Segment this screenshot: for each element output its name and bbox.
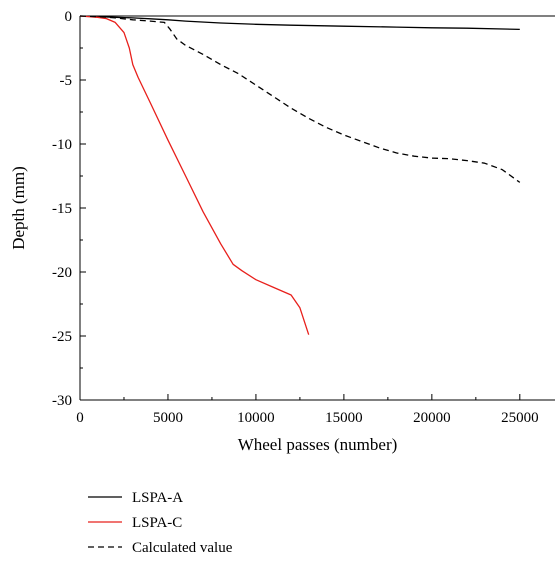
series-line-1 <box>79 15 520 31</box>
y-tick-label: -20 <box>52 265 72 281</box>
x-tick-label: 0 <box>76 410 84 426</box>
legend-label-1: LSPA-A <box>132 490 183 506</box>
y-tick-label: -15 <box>52 201 72 217</box>
legend-label-2: LSPA-C <box>132 515 182 531</box>
y-axis-title: Depth (mm) <box>9 166 28 250</box>
x-tick-label: 20000 <box>413 410 451 426</box>
series-line-3 <box>79 15 521 183</box>
y-tick-label: -5 <box>60 73 73 89</box>
x-tick-label: 15000 <box>325 410 363 426</box>
y-tick-label: 0 <box>65 9 73 25</box>
x-tick-label: 10000 <box>237 410 275 426</box>
x-axis-title: Wheel passes (number) <box>238 435 398 454</box>
series-layer <box>79 15 521 335</box>
y-tick-label: -10 <box>52 137 72 153</box>
axes: 0-5-10-15-20-25-300 5000 10000 15000 20000 25… <box>52 9 555 426</box>
series-line-2 <box>79 15 310 335</box>
y-tick-label: -30 <box>52 393 72 409</box>
y-tick-label: -25 <box>52 329 72 345</box>
legend-label-3: Calculated value <box>132 540 233 556</box>
x-tick-label: 5000 <box>153 410 183 426</box>
legend: LSPA-A LSPA-C Calculated value <box>88 490 233 556</box>
x-tick-label: 25000 <box>501 410 539 426</box>
